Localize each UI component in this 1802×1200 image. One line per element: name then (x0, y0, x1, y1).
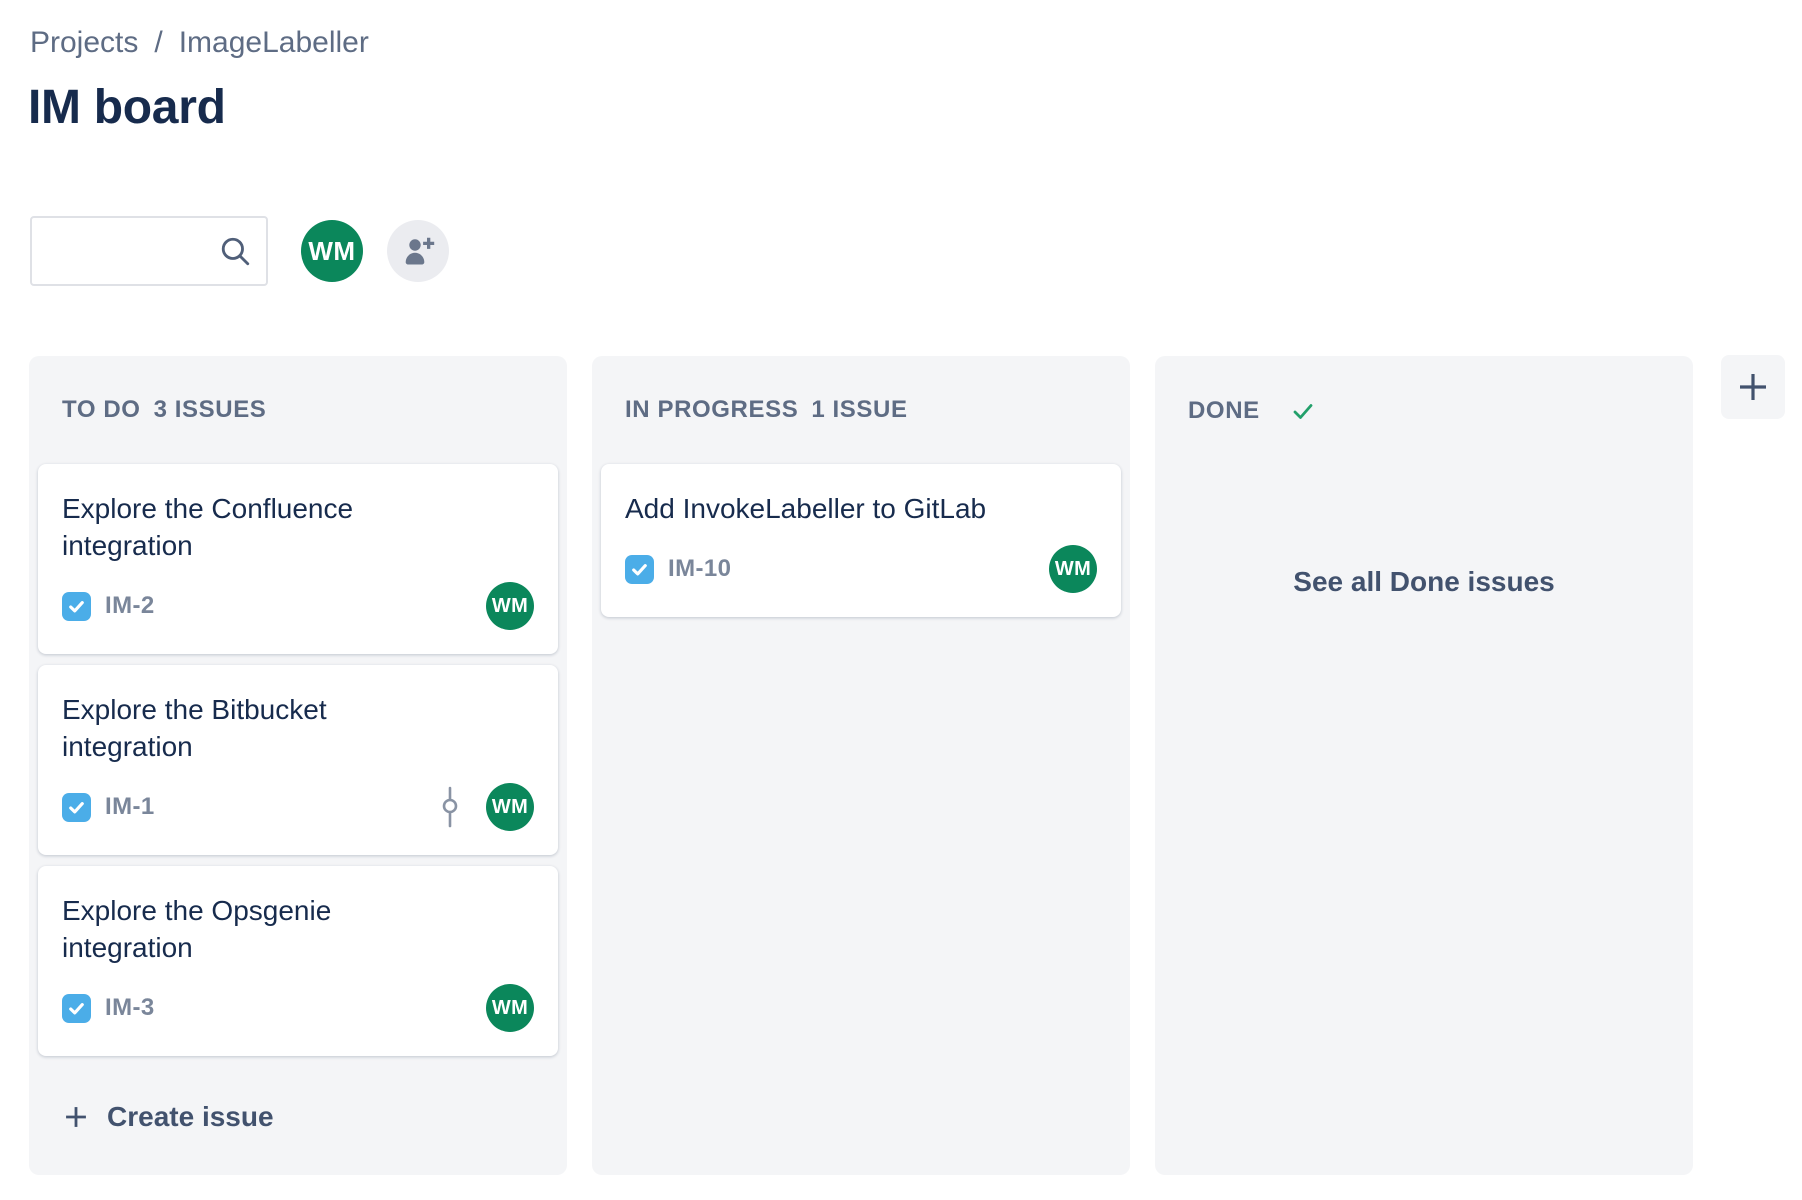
commit-icon (440, 786, 460, 828)
search-input[interactable] (32, 218, 266, 284)
column-in-progress-cards: Add InvokeLabeller to GitLab IM-10 WM (601, 464, 1121, 628)
issue-key: IM-10 (668, 555, 732, 582)
column-in-progress: IN PROGRESS 1 ISSUE Add InvokeLabeller t… (592, 356, 1130, 1175)
column-in-progress-header: IN PROGRESS 1 ISSUE (625, 396, 1097, 424)
issue-card-im-2[interactable]: Explore the Confluence integration IM-2 … (38, 464, 558, 654)
user-avatar[interactable]: WM (301, 220, 363, 282)
column-todo-header: TO DO 3 ISSUES (62, 396, 534, 424)
task-type-icon (62, 993, 91, 1023)
issue-key: IM-2 (105, 592, 155, 619)
column-done-name: DONE (1188, 397, 1260, 424)
column-todo-cards: Explore the Confluence integration IM-2 … (38, 464, 558, 1067)
see-all-done-link[interactable]: See all Done issues (1293, 566, 1555, 597)
column-todo: TO DO 3 ISSUES Explore the Confluence in… (29, 356, 567, 1175)
breadcrumb-separator: / (154, 26, 163, 59)
search-box (30, 216, 268, 286)
issue-card-im-3[interactable]: Explore the Opsgenie integration IM-3 WM (38, 866, 558, 1056)
assignee-initials: WM (1054, 557, 1092, 580)
issue-card-im-1[interactable]: Explore the Bitbucket integration IM-1 (38, 665, 558, 855)
column-done: DONE See all Done issues (1155, 356, 1693, 1175)
issue-title: Add InvokeLabeller to GitLab (625, 493, 987, 524)
check-icon (1288, 396, 1318, 426)
issue-card-footer: IM-1 WM (62, 783, 534, 831)
add-people-button[interactable] (387, 220, 449, 282)
issue-card-im-10[interactable]: Add InvokeLabeller to GitLab IM-10 WM (601, 464, 1121, 617)
assignee-initials: WM (491, 996, 529, 1019)
column-todo-name: TO DO (62, 396, 141, 423)
breadcrumb: Projects / ImageLabeller (30, 26, 369, 60)
user-avatar-initials: WM (308, 235, 356, 266)
task-type-icon (62, 792, 91, 822)
issue-key: IM-3 (105, 994, 155, 1021)
issue-title: Explore the Confluence integration (62, 493, 354, 561)
breadcrumb-projects[interactable]: Projects (30, 26, 139, 59)
breadcrumb-project-name[interactable]: ImageLabeller (178, 26, 369, 59)
create-issue-button[interactable]: Create issue (38, 1087, 558, 1147)
task-type-icon (625, 554, 654, 584)
done-link-wrap: See all Done issues (1155, 566, 1693, 598)
search-icon (218, 234, 252, 268)
add-column-button[interactable] (1721, 355, 1785, 419)
plus-icon (1733, 367, 1773, 407)
assignee-avatar[interactable]: WM (486, 783, 534, 831)
board: TO DO 3 ISSUES Explore the Confluence in… (29, 356, 1693, 1175)
plus-icon (62, 1103, 90, 1131)
assignee-avatar[interactable]: WM (486, 582, 534, 630)
issue-card-footer: IM-2 WM (62, 582, 534, 630)
issue-title: Explore the Bitbucket integration (62, 694, 327, 762)
assignee-avatar[interactable]: WM (1049, 545, 1097, 593)
assignee-avatar[interactable]: WM (486, 984, 534, 1032)
issue-key: IM-1 (105, 793, 155, 820)
column-in-progress-name: IN PROGRESS (625, 396, 799, 423)
assignee-initials: WM (491, 594, 529, 617)
issue-card-footer: IM-10 WM (625, 545, 1097, 593)
issue-card-footer: IM-3 WM (62, 984, 534, 1032)
column-in-progress-count: 1 ISSUE (811, 396, 908, 423)
issue-title: Explore the Opsgenie integration (62, 895, 332, 963)
task-type-icon (62, 591, 91, 621)
column-todo-count: 3 ISSUES (153, 396, 267, 423)
person-add-icon (400, 233, 436, 269)
board-toolbar: WM (30, 216, 449, 286)
page-title: IM board (28, 81, 226, 134)
assignee-initials: WM (491, 795, 529, 818)
column-done-header: DONE (1188, 396, 1660, 426)
create-issue-label: Create issue (107, 1101, 274, 1132)
